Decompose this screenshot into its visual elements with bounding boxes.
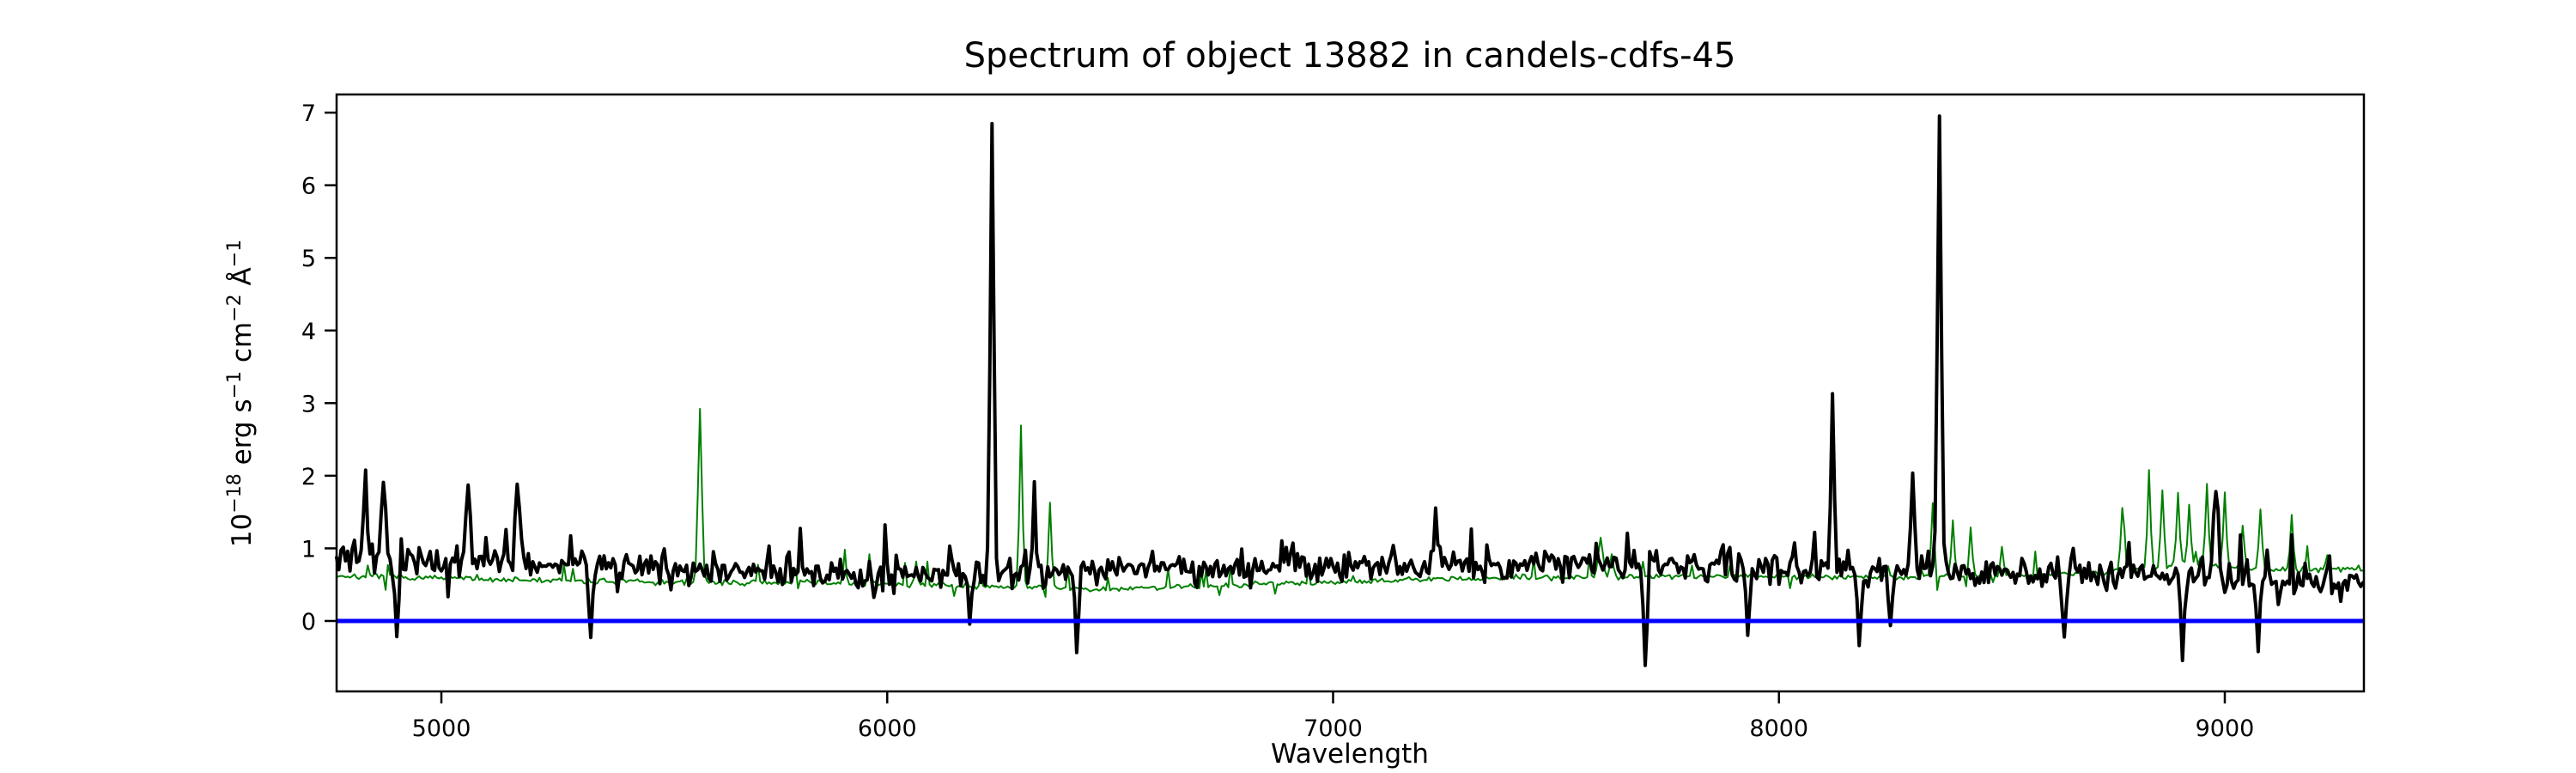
y-tick-label: 4 bbox=[301, 319, 316, 345]
chart-title: Spectrum of object 13882 in candels-cdfs… bbox=[964, 36, 1736, 76]
y-tick-label: 6 bbox=[301, 173, 316, 200]
y-tick-label: 5 bbox=[301, 246, 316, 272]
axes-layer: 5000 6000 7000 8000 9000 0 1 2 3 4 5 6 7 bbox=[301, 93, 2366, 742]
axes-frame bbox=[335, 93, 2366, 693]
y-axis-label: 10−18 erg s−1 cm−2 Å−1 bbox=[224, 240, 258, 547]
object-flux-spectrum bbox=[335, 114, 2365, 667]
y-tick-label: 0 bbox=[301, 609, 316, 636]
x-tick-label: 6000 bbox=[858, 715, 917, 742]
x-tick-label: 8000 bbox=[1749, 715, 1808, 742]
x-tick-label: 9000 bbox=[2196, 715, 2255, 742]
sky-error-spectrum bbox=[336, 408, 2364, 598]
y-tick-label: 1 bbox=[301, 536, 316, 563]
y-tick-label: 2 bbox=[301, 464, 316, 490]
x-axis-label: Wavelength bbox=[1271, 739, 1429, 770]
series-layer bbox=[335, 114, 2365, 667]
y-tick-label: 3 bbox=[301, 391, 316, 417]
y-tick-label: 7 bbox=[301, 100, 316, 127]
x-tick-label: 7000 bbox=[1303, 715, 1363, 742]
x-tick-label: 5000 bbox=[412, 715, 471, 742]
